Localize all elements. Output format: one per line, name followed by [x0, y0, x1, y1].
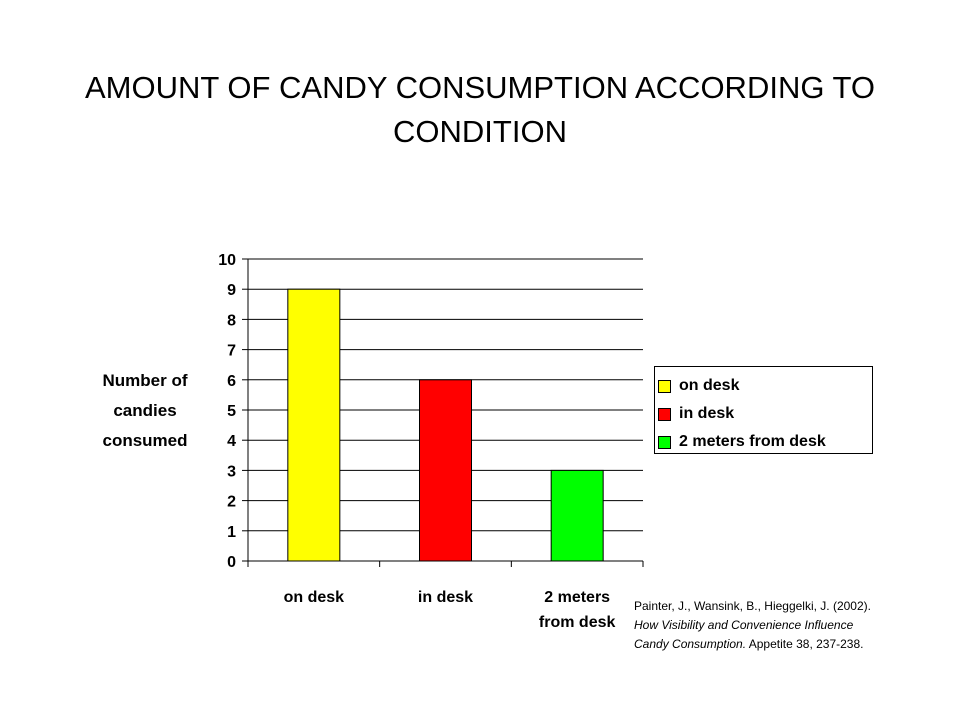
y-axis-label-line: candies	[113, 401, 177, 420]
y-tick-label: 10	[218, 252, 236, 269]
legend-item-2-meters: 2 meters from desk	[658, 428, 872, 456]
y-tick-label: 6	[227, 373, 236, 390]
legend-label: 2 meters from desk	[679, 433, 826, 450]
x-tick-label: 2 meters	[544, 589, 610, 606]
citation: Painter, J., Wansink, B., Hieggelki, J. …	[634, 597, 954, 654]
legend-label: in desk	[679, 405, 735, 422]
y-tick-label: 7	[227, 343, 236, 360]
y-tick-label: 0	[227, 554, 236, 571]
y-tick-label: 9	[227, 282, 236, 299]
y-axis-label: Number of candies consumed	[70, 366, 220, 456]
legend-item-on-desk: on desk	[658, 372, 872, 400]
y-tick-label: 3	[227, 463, 236, 480]
citation-journal: Appetite 38, 237-238.	[746, 637, 864, 651]
citation-title-line: How Visibility and Convenience Influence	[634, 618, 854, 632]
legend: on desk in desk 2 meters from desk	[654, 366, 873, 454]
y-axis-label-line: Number of	[102, 371, 188, 390]
y-tick-label: 2	[227, 494, 236, 511]
bar	[287, 288, 341, 562]
citation-title-end: Candy Consumption.	[634, 637, 747, 651]
chart-title: AMOUNT OF CANDY CONSUMPTION ACCORDING TO…	[84, 70, 875, 149]
legend-swatch-on-desk	[658, 379, 671, 393]
x-tick-label: on desk	[284, 589, 345, 606]
bar	[550, 469, 604, 562]
y-tick-label: 8	[227, 312, 236, 329]
legend-swatch-2-meters	[658, 435, 671, 449]
legend-item-in-desk: in desk	[658, 400, 872, 428]
legend-label: on desk	[679, 377, 740, 394]
y-axis-label-line: consumed	[102, 431, 188, 450]
x-tick-label: in desk	[418, 589, 473, 606]
legend-swatch-in-desk	[658, 407, 671, 421]
x-tick-label: from desk	[539, 614, 616, 631]
y-tick-label: 1	[227, 524, 236, 541]
y-tick-label: 5	[227, 403, 236, 420]
bar	[419, 379, 472, 562]
citation-source: Candy Consumption. Appetite 38, 237-238.	[634, 635, 954, 654]
citation-authors: Painter, J., Wansink, B., Hieggelki, J. …	[634, 599, 871, 613]
y-tick-label: 4	[227, 433, 236, 450]
